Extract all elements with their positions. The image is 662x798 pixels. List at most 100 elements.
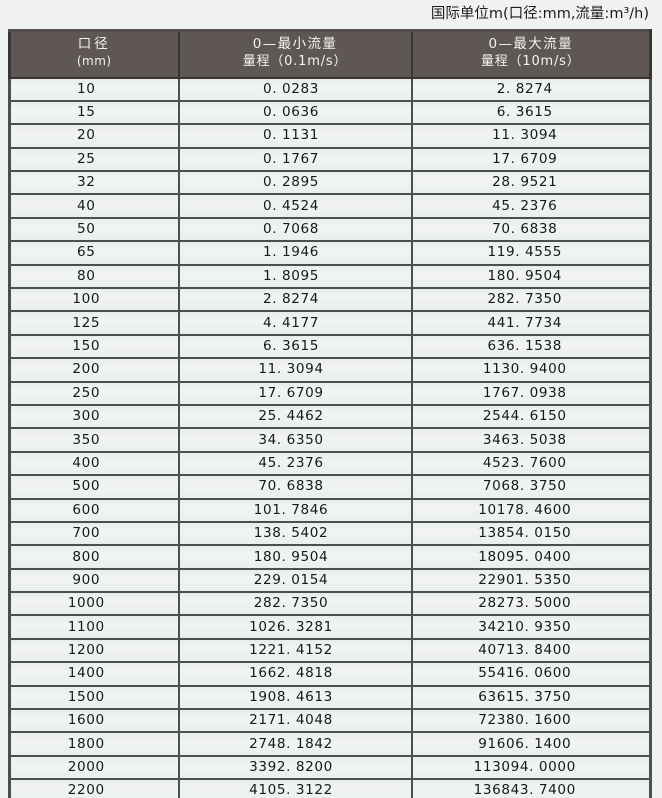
table-row: 125 4. 4177 441. 7734 [8, 311, 652, 336]
table-row: 1100 1026. 3281 34210. 9350 [8, 615, 652, 640]
table-row: 1400 1662. 4818 55416. 0600 [8, 662, 652, 687]
cell-diameter: 125 [8, 311, 180, 336]
column-header-diameter-line1: 口径 [77, 36, 111, 53]
column-header-diameter: 口径 (mm) [8, 29, 180, 79]
cell-diameter: 1400 [8, 662, 180, 687]
table-row: 32 0. 2895 28. 9521 [8, 171, 652, 196]
cell-diameter: 25 [8, 147, 180, 173]
table-row: 1000 282. 7350 28273. 5000 [8, 592, 652, 617]
cell-min-flow: 45. 2376 [177, 451, 413, 477]
cell-max-flow: 282. 7350 [410, 288, 652, 313]
cell-max-flow: 45. 2376 [410, 194, 652, 219]
column-header-min-flow-line2: 量程（0.1m/s） [242, 54, 348, 70]
cell-min-flow: 1221. 4152 [177, 638, 413, 664]
column-header-max-flow-line1: 0—最大流量 [488, 36, 573, 53]
cell-max-flow: 2544. 6150 [410, 404, 652, 430]
table-row: 10 0. 0283 2. 8274 [8, 77, 652, 102]
table-row: 1200 1221. 4152 40713. 8400 [8, 638, 652, 664]
cell-diameter: 2200 [8, 779, 180, 798]
table-row: 25 0. 1767 17. 6709 [8, 147, 652, 173]
cell-diameter: 900 [8, 568, 180, 594]
column-header-min-flow-line1: 0—最小流量 [252, 36, 338, 53]
cell-min-flow: 0. 0636 [177, 100, 413, 126]
table-row: 15 0. 0636 6. 3615 [8, 100, 652, 126]
cell-diameter: 300 [8, 404, 180, 430]
cell-min-flow: 282. 7350 [177, 592, 413, 617]
table-header: 口径 (mm) 0—最小流量 量程（0.1m/s） 0—最大流量 量程（10m/… [8, 29, 652, 79]
cell-min-flow: 0. 7068 [177, 217, 413, 243]
cell-min-flow: 0. 0283 [177, 77, 413, 102]
cell-diameter: 400 [8, 451, 180, 477]
cell-diameter: 1500 [8, 685, 180, 711]
cell-diameter: 500 [8, 475, 180, 500]
table-caption: 国际单位m(口径:mm,流量:m³/h) [430, 6, 649, 22]
table-row: 500 70. 6838 7068. 3750 [8, 475, 652, 500]
cell-min-flow: 25. 4462 [177, 404, 413, 430]
cell-diameter: 32 [8, 171, 180, 196]
table-row: 1500 1908. 4613 63615. 3750 [8, 685, 652, 711]
cell-diameter: 50 [8, 217, 180, 243]
cell-max-flow: 6. 3615 [410, 100, 652, 126]
cell-max-flow: 7068. 3750 [410, 475, 652, 500]
cell-max-flow: 1767. 0938 [410, 381, 652, 406]
cell-min-flow: 0. 1767 [177, 147, 413, 173]
cell-diameter: 250 [8, 381, 180, 406]
cell-diameter: 600 [8, 498, 180, 523]
cell-max-flow: 40713. 8400 [410, 638, 652, 664]
table-row: 300 25. 4462 2544. 6150 [8, 404, 652, 430]
cell-min-flow: 0. 4524 [177, 194, 413, 219]
cell-min-flow: 3392. 8200 [177, 755, 413, 781]
table-row: 150 6. 3615 636. 1538 [8, 334, 652, 360]
cell-min-flow: 1908. 4613 [177, 685, 413, 711]
cell-diameter: 80 [8, 264, 180, 290]
cell-max-flow: 2. 8274 [410, 77, 652, 102]
flow-range-table: 口径 (mm) 0—最小流量 量程（0.1m/s） 0—最大流量 量程（10m/… [8, 29, 652, 798]
table-row: 900 229. 0154 22901. 5350 [8, 568, 652, 594]
cell-max-flow: 34210. 9350 [410, 615, 652, 640]
table-row: 65 1. 1946 119. 4555 [8, 241, 652, 266]
table-row: 200 11. 3094 1130. 9400 [8, 358, 652, 383]
cell-min-flow: 2748. 1842 [177, 732, 413, 757]
cell-min-flow: 0. 1131 [177, 124, 413, 149]
cell-diameter: 200 [8, 358, 180, 383]
cell-max-flow: 28273. 5000 [410, 592, 652, 617]
cell-diameter: 800 [8, 545, 180, 570]
column-header-diameter-line2: (mm) [76, 54, 112, 69]
cell-max-flow: 91606. 1400 [410, 732, 652, 757]
column-header-max-flow: 0—最大流量 量程（10m/s） [410, 29, 652, 79]
cell-max-flow: 10178. 4600 [410, 498, 652, 523]
table-row: 2200 4105. 3122 136843. 7400 [8, 779, 652, 798]
cell-min-flow: 11. 3094 [177, 358, 413, 383]
cell-diameter: 2000 [8, 755, 180, 781]
cell-min-flow: 34. 6350 [177, 428, 413, 453]
cell-diameter: 65 [8, 241, 180, 266]
cell-min-flow: 2. 8274 [177, 288, 413, 313]
cell-min-flow: 229. 0154 [177, 568, 413, 594]
table-row: 800 180. 9504 18095. 0400 [8, 545, 652, 570]
cell-max-flow: 72380. 1600 [410, 709, 652, 734]
table-row: 350 34. 6350 3463. 5038 [8, 428, 652, 453]
cell-diameter: 20 [8, 124, 180, 149]
table-row: 50 0. 7068 70. 6838 [8, 217, 652, 243]
cell-max-flow: 136843. 7400 [410, 779, 652, 798]
cell-diameter: 10 [8, 77, 180, 102]
column-header-min-flow: 0—最小流量 量程（0.1m/s） [177, 29, 413, 79]
cell-max-flow: 55416. 0600 [410, 662, 652, 687]
cell-diameter: 100 [8, 288, 180, 313]
table-header-row: 口径 (mm) 0—最小流量 量程（0.1m/s） 0—最大流量 量程（10m/… [8, 29, 652, 79]
table-row: 1800 2748. 1842 91606. 1400 [8, 732, 652, 757]
cell-diameter: 1100 [8, 615, 180, 640]
cell-max-flow: 636. 1538 [410, 334, 652, 360]
cell-diameter: 1800 [8, 732, 180, 757]
cell-diameter: 15 [8, 100, 180, 126]
table-row: 700 138. 5402 13854. 0150 [8, 521, 652, 547]
cell-max-flow: 28. 9521 [410, 171, 652, 196]
table-row: 250 17. 6709 1767. 0938 [8, 381, 652, 406]
column-header-max-flow-line2: 量程（10m/s） [480, 54, 581, 70]
cell-max-flow: 3463. 5038 [410, 428, 652, 453]
cell-diameter: 700 [8, 521, 180, 547]
table-body: 10 0. 0283 2. 8274 15 0. 0636 6. 3615 20 0. 113… [8, 77, 652, 798]
cell-max-flow: 22901. 5350 [410, 568, 652, 594]
cell-min-flow: 4. 4177 [177, 311, 413, 336]
cell-min-flow: 0. 2895 [177, 171, 413, 196]
